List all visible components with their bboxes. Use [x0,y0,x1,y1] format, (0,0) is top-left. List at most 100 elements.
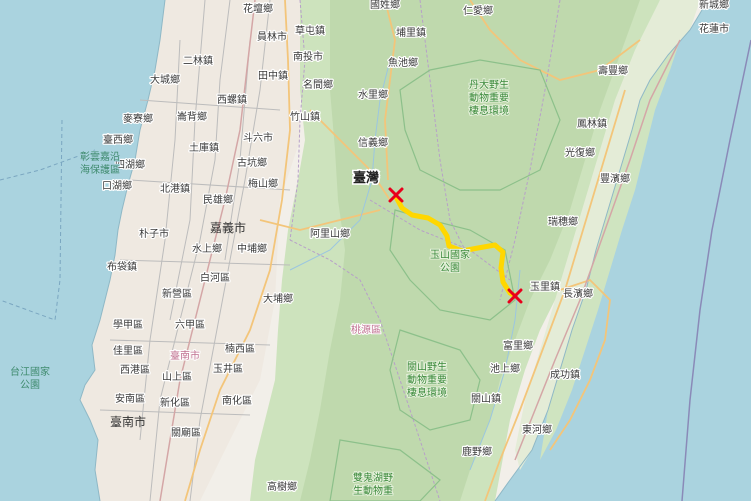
place-label-xinying: 新營區 [162,287,192,300]
place-label-renai: 仁愛鄉 [463,4,493,17]
area-label-guanshan_wild-line-2: 棲息環境 [407,386,447,399]
place-label-douliu: 斗六市 [243,131,273,144]
place-label-ruisui: 瑞穗鄉 [548,215,578,228]
maritime-boundary-east [681,39,751,501]
western-plain [80,0,300,501]
place-label-yujing: 玉井區 [213,362,243,375]
place-label-gukeng: 古坑鄉 [237,156,267,169]
area-label-guanshan_wild-line-1: 動物重要 [407,373,447,386]
place-label-sihu: 四湖鄉 [115,158,145,171]
place-label-tuku: 土庫鎮 [189,141,219,154]
place-label-gaoshu: 高樹鄉 [267,480,297,493]
sea-label-zhangyun-line-1: 海保護區 [80,163,120,176]
place-label-guoxing: 國姓鄉 [370,0,400,11]
start-marker[interactable] [388,187,404,203]
sea-label-taijiang-line-0: 台江國家 [10,365,50,378]
place-label-xuejia: 學甲區 [113,318,143,331]
area-label-danda-line-0: 丹大野生 [469,78,509,91]
railway-east [514,39,681,461]
area-label-danda-line-1: 動物重要 [469,91,509,104]
place-label-shuili: 水里鄉 [358,88,388,101]
place-label-hualien: 花蓮市 [699,22,729,35]
place-label-fengbin: 豐濱鄉 [600,172,630,185]
coastline [79,0,166,501]
place-label-minxiong: 民雄鄉 [203,193,233,206]
place-label-taixi: 臺西鄉 [103,133,133,146]
coastline-east [494,9,703,501]
railway-west [159,0,256,501]
place-label-annan: 安南區 [115,392,145,405]
place-label-zhushan: 竹山鎮 [290,110,320,123]
area-label-danda-line-2: 棲息環境 [469,104,509,117]
area-label-guanshan_wild-line-0: 關山野生 [407,360,447,373]
place-label-nantou: 南投市 [293,50,323,63]
place-label-yuanlin: 員林市 [257,30,287,43]
place-label-puli: 埔里鎮 [396,26,426,39]
place-label-donghe: 東河鄉 [522,423,552,436]
place-label-tainan_city_label: 臺南市 [170,349,200,362]
place-label-fuli: 富里鄉 [503,339,533,352]
place-label-caotun: 草屯鎮 [295,24,325,37]
place-label-tianzhong: 田中鎮 [258,69,288,82]
place-label-xiluo: 西螺鎮 [217,93,247,106]
area-label-shuangguihu-line-0: 雙鬼湖野 [353,471,393,484]
place-label-zhongpu: 中埔鄉 [237,242,267,255]
place-label-dacheng: 大城鄉 [150,73,180,86]
area-label-yushan-line-0: 玉山國家 [430,248,470,261]
place-label-guanshan: 關山鎮 [471,392,501,405]
east-rift-valley [515,0,700,470]
admin-boundaries [289,0,561,501]
place-label-puzi: 朴子市 [139,227,169,240]
place-label-xincheng: 新城鄉 [699,0,729,11]
place-label-xinyi: 信義鄉 [358,136,388,149]
place-label-shuishang: 水上鄉 [192,242,222,255]
place-label-huatan: 花壇鄉 [243,2,273,15]
place-label-taiwan: 臺灣 [353,170,379,186]
maritime-boundary-west2 [0,149,96,181]
highways [184,0,641,501]
place-label-baihe: 白河區 [200,271,230,284]
place-label-chenggong: 成功鎮 [550,368,580,381]
place-label-chiayi: 嘉義市 [210,220,246,235]
place-label-changbin: 長濱鄉 [563,287,593,300]
coastal-range [540,40,680,460]
place-label-jiali: 佳里區 [113,344,143,357]
roads-west [99,0,291,501]
place-label-yuchi: 魚池鄉 [388,56,418,69]
place-label-chishang: 池上鄉 [490,362,520,375]
route-line[interactable] [393,194,518,299]
sea-label-zhangyun-line-0: 彰雲嘉沿 [80,150,120,163]
place-label-nanxi: 楠西區 [225,342,255,355]
place-label-budai: 布袋鎮 [107,260,137,273]
place-label-yuli: 玉里鎮 [530,280,560,293]
place-label-fenglin: 鳳林鎮 [577,117,607,130]
place-label-tainan: 臺南市 [110,414,146,429]
place-label-ertin: 二林鎮 [183,54,213,67]
place-label-shanshang: 山上區 [162,371,192,383]
place-label-dapu: 大埔鄉 [263,292,293,305]
place-label-beigang: 北港鎮 [160,182,190,195]
area-label-yushan-line-1: 公園 [440,262,460,274]
rivers [289,59,521,471]
place-label-guangfu: 光復鄉 [565,146,595,159]
end-marker[interactable] [507,288,523,304]
sea-label-taijiang-line-1: 公園 [20,379,40,391]
place-label-xinhua: 新化區 [160,396,190,409]
place-label-kouhu: 口湖鄉 [102,179,132,192]
place-label-mailiao: 麥寮鄉 [123,112,153,125]
protected-areas [329,59,561,501]
place-label-lunbei: 崙背鄉 [177,110,207,123]
place-label-mingjian: 名間鄉 [303,78,333,91]
place-label-meishan: 梅山鄉 [248,177,278,190]
place-label-liujia: 六甲區 [175,319,205,331]
area-label-shuangguihu-line-1: 生動物重 [353,484,393,497]
place-label-alishan: 阿里山鄉 [310,227,350,240]
place-label-shoufeng: 壽豐鄉 [598,64,628,77]
place-label-guanmiao: 關廟區 [171,426,201,439]
place-label-xigang: 西港區 [120,364,150,376]
maritime-boundary-west [0,119,63,321]
place-label-nanhua: 南化區 [222,394,252,407]
